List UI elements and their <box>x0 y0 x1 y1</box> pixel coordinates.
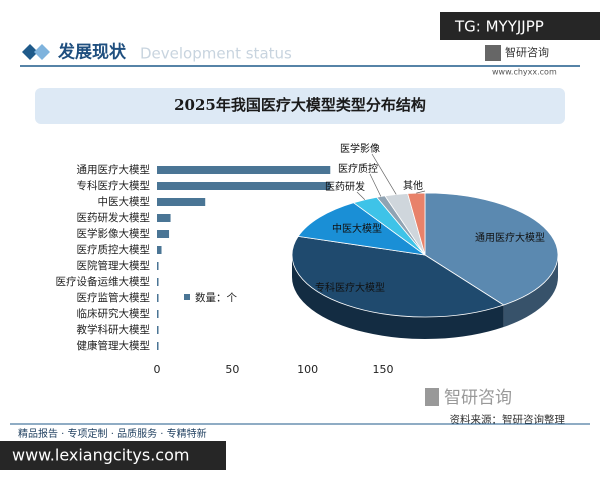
y-tick-label: 医疗监管大模型 <box>77 291 151 304</box>
y-tick-label: 专科医疗大模型 <box>77 179 151 192</box>
header-watermark: Development status <box>140 45 292 63</box>
y-tick-label: 健康管理大模型 <box>77 339 151 352</box>
overlay-top-text: TG: MYYJJPP <box>454 18 544 36</box>
bar <box>157 310 159 318</box>
header-icon <box>22 44 38 60</box>
bar <box>157 230 170 238</box>
bar <box>157 198 206 206</box>
leader-line <box>356 191 366 200</box>
y-tick-label: 医疗设备运维大模型 <box>56 275 151 288</box>
y-tick-label: 中医大模型 <box>98 195 151 208</box>
y-tick-label: 医药研发大模型 <box>77 211 151 224</box>
x-tick-label: 150 <box>373 363 394 376</box>
legend-label: 数量：个 <box>195 291 237 304</box>
bar <box>157 262 159 270</box>
pie-label: 医药研发 <box>325 180 365 193</box>
bar <box>157 326 159 334</box>
y-tick-label: 医学影像大模型 <box>77 227 151 240</box>
footer-brand: 智研咨询 <box>444 388 512 408</box>
chart-title: 2025年我国医疗大模型类型分布结构 <box>174 96 426 114</box>
pie-side <box>292 255 504 339</box>
bar <box>157 246 162 254</box>
pie-label: 医学影像 <box>340 142 380 155</box>
bar <box>157 294 159 302</box>
x-tick-label: 100 <box>297 363 318 376</box>
leader-line <box>371 153 397 195</box>
pie-label: 中医大模型 <box>332 222 382 235</box>
pie-label: 其他 <box>403 179 423 192</box>
pie-side <box>503 255 558 327</box>
brand-logo <box>485 45 501 61</box>
bar <box>157 214 171 222</box>
header-icon <box>34 44 50 60</box>
y-tick-label: 通用医疗大模型 <box>77 163 151 176</box>
bar-chart: 0 50 100 150通用医疗大模型专科医疗大模型中医大模型医药研发大模型医学影像大… <box>56 163 394 376</box>
bar <box>157 278 159 286</box>
y-tick-label: 医疗质控大模型 <box>77 243 151 256</box>
x-tick-label: 0 <box>154 363 161 376</box>
pie-label: 专科医疗大模型 <box>315 281 385 294</box>
brand-name: 智研咨询 <box>505 45 549 59</box>
slogan: 精品报告 · 专项定制 · 品质服务 · 专精特新 <box>18 427 207 440</box>
pie-label: 通用医疗大模型 <box>475 231 545 244</box>
pie-slice <box>291 235 505 318</box>
header-title: 发展现状 <box>57 42 127 63</box>
bar <box>157 166 331 174</box>
title-band <box>35 88 565 124</box>
overlay-top <box>440 12 600 40</box>
source: 资料来源：智研咨询整理 <box>450 413 566 426</box>
brand-url: www.chyxx.com <box>492 68 557 77</box>
y-tick-label: 医院管理大模型 <box>77 259 151 272</box>
overlay-bottom <box>0 441 226 470</box>
footer-logo <box>425 388 439 406</box>
bar <box>157 182 331 190</box>
leader-line <box>369 173 382 197</box>
y-tick-label: 教学科研大模型 <box>77 323 151 336</box>
legend-swatch <box>184 294 190 300</box>
x-tick-label: 50 <box>225 363 239 376</box>
y-tick-label: 临床研究大模型 <box>77 307 151 320</box>
pie-slice <box>297 202 426 256</box>
bar <box>157 342 159 350</box>
pie-label: 医疗质控 <box>338 162 378 175</box>
leader-line <box>416 190 426 194</box>
pie-slice <box>424 192 559 306</box>
overlay-bottom-text: www.lexiangcitys.com <box>12 446 189 465</box>
